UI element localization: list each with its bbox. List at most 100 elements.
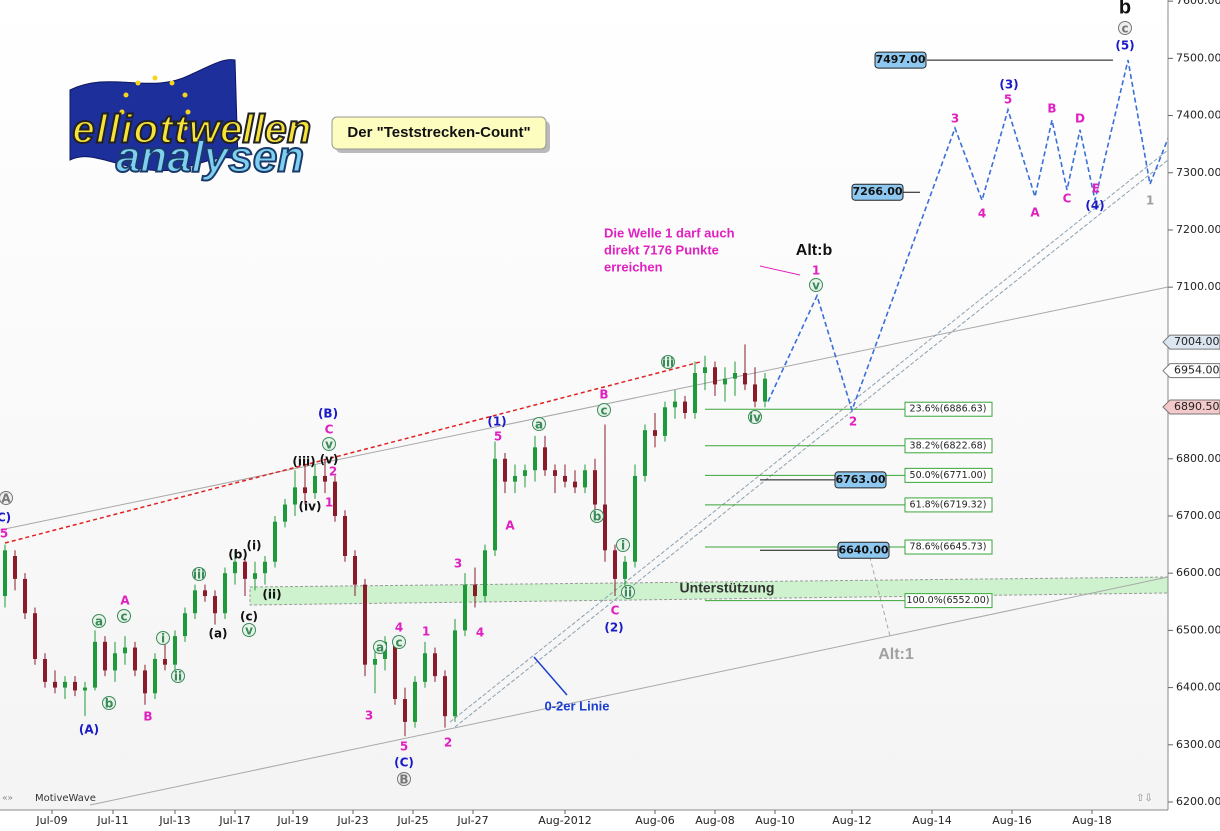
wave-label: v bbox=[812, 279, 820, 293]
candle-body bbox=[633, 475, 637, 562]
fib-label: 61.8%(6719.32) bbox=[910, 499, 987, 510]
x-tick-label: Jul-23 bbox=[336, 814, 368, 827]
candle-body bbox=[753, 384, 757, 402]
wave-label: 1 bbox=[422, 625, 430, 639]
candle-body bbox=[573, 481, 577, 488]
price-box bbox=[851, 183, 904, 201]
candle-body bbox=[363, 584, 367, 665]
wave-label: 5 bbox=[0, 527, 8, 541]
price-box-label: 7497.00 bbox=[875, 53, 925, 66]
candle-body bbox=[373, 658, 377, 665]
y-tick-label: 7500.00 bbox=[1176, 51, 1220, 64]
candle-body bbox=[163, 658, 167, 665]
wave-label: iii bbox=[662, 356, 674, 370]
wave-label: B bbox=[599, 388, 608, 402]
wave-label: 4 bbox=[476, 626, 484, 640]
y-tick-label: 6200.00 bbox=[1176, 795, 1220, 808]
wave-label: B bbox=[143, 710, 152, 724]
wave-label: 3 bbox=[454, 557, 462, 571]
x-tick-label: Jul-13 bbox=[158, 814, 190, 827]
candle-body bbox=[113, 653, 117, 671]
y-tick-label: 6400.00 bbox=[1176, 681, 1220, 694]
x-tick-label: Jul-27 bbox=[456, 814, 488, 827]
support-zone bbox=[249, 576, 1169, 606]
fib-label-box bbox=[904, 467, 993, 483]
candle-body bbox=[293, 487, 297, 505]
wave-label: a bbox=[95, 615, 103, 629]
wave-label: b bbox=[105, 697, 114, 711]
candle-body bbox=[423, 653, 427, 682]
candle-body bbox=[393, 641, 397, 700]
candle-body bbox=[613, 550, 617, 579]
x-tick-label: Aug-12 bbox=[832, 814, 871, 827]
price-box-label: 7266.00 bbox=[852, 185, 902, 198]
wave-label: c bbox=[395, 636, 402, 650]
support-label: Unterstützung bbox=[680, 580, 775, 596]
x-tick-label: Aug-16 bbox=[992, 814, 1031, 827]
candle-body bbox=[713, 367, 717, 385]
candle-body bbox=[523, 470, 527, 476]
candle-body bbox=[623, 561, 627, 579]
fib-label: 78.6%(6645.73) bbox=[910, 542, 987, 553]
candle-body bbox=[93, 641, 97, 688]
marks: 23.6%(6886.63) 38.2%(6822.68) 50.0%(6771.0… bbox=[0, 21, 1169, 787]
x-tick-label: Jul-09 bbox=[35, 814, 67, 827]
candle-body bbox=[683, 401, 687, 414]
candle-body bbox=[303, 487, 307, 494]
x-tick-label: Jul-11 bbox=[96, 814, 128, 827]
wave-label: 4 bbox=[395, 621, 403, 635]
candle-body bbox=[723, 378, 727, 385]
candle-body bbox=[583, 470, 587, 488]
degree-label: b bbox=[1119, 0, 1131, 18]
wave-label: i bbox=[161, 632, 165, 646]
scroll-icon[interactable]: ⇧⇩ bbox=[1136, 793, 1153, 804]
wave-label: (4) bbox=[1085, 199, 1104, 213]
note: erreichen bbox=[604, 259, 663, 274]
wave-circle bbox=[373, 640, 387, 654]
fib-label: 38.2%(6822.68) bbox=[910, 440, 987, 451]
note: direkt 7176 Punkte bbox=[604, 242, 719, 257]
wave-label: c bbox=[1121, 22, 1128, 36]
pointer-line bbox=[533, 656, 568, 696]
wave-label: (iii) bbox=[292, 455, 315, 469]
candle-body bbox=[343, 515, 347, 557]
wave-circle bbox=[117, 609, 131, 623]
candle-body bbox=[3, 550, 7, 597]
candle-body bbox=[223, 573, 227, 614]
wave-label: v bbox=[325, 438, 333, 452]
candle-body bbox=[353, 556, 357, 585]
x-tick-label: Aug-08 bbox=[695, 814, 734, 827]
wave-circle bbox=[616, 538, 630, 552]
candle-body bbox=[83, 687, 87, 691]
scroll-icon[interactable]: «» bbox=[2, 794, 13, 804]
candle-body bbox=[73, 681, 77, 691]
price-box-label: 6640.00 bbox=[838, 543, 888, 556]
wave-label: (3) bbox=[999, 78, 1018, 92]
candle-body bbox=[563, 475, 567, 482]
logo-text: wellen bbox=[189, 108, 311, 152]
x-tick-label: Aug-14 bbox=[912, 814, 951, 827]
candle-body bbox=[333, 481, 337, 516]
wave-label: iv bbox=[749, 411, 761, 425]
wave-label: 1 bbox=[325, 496, 333, 510]
title: Der "Teststrecken-Count" bbox=[347, 124, 530, 141]
candle-body bbox=[133, 647, 137, 671]
y-tick-label: 7600.00 bbox=[1176, 0, 1220, 7]
y-axis-panel bbox=[1168, 0, 1220, 831]
wave-label: C) bbox=[0, 511, 11, 525]
wave-circle bbox=[661, 355, 675, 369]
candle-body bbox=[23, 578, 27, 614]
zero-two-line bbox=[454, 159, 1169, 728]
price-tag bbox=[1162, 334, 1220, 350]
wave-label: v bbox=[245, 624, 253, 638]
wave-label: 5 bbox=[494, 430, 502, 444]
brand: MotiveWave bbox=[35, 793, 96, 804]
wave-circle bbox=[192, 567, 206, 581]
y-tick-label: 7100.00 bbox=[1176, 280, 1220, 293]
wave-label: ii bbox=[174, 670, 182, 684]
candle-body bbox=[453, 630, 457, 717]
wave-label: a bbox=[535, 418, 543, 432]
wave-label: (v) bbox=[320, 453, 339, 467]
wave-circle bbox=[0, 491, 13, 505]
x-tick-label: Aug-06 bbox=[635, 814, 674, 827]
